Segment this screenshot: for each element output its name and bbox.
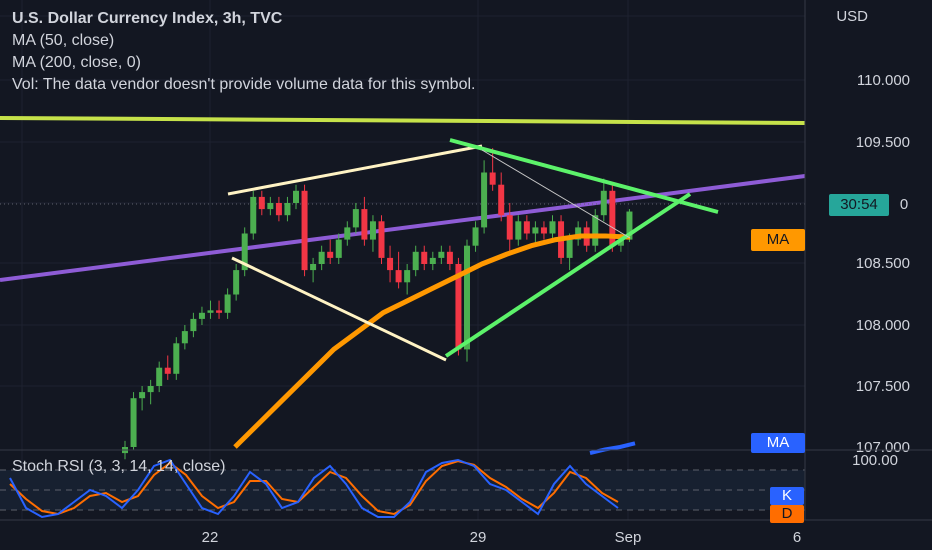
current-price-badge: 30:54 <box>829 194 889 216</box>
candle-body <box>617 239 624 246</box>
candle-body <box>250 196 257 234</box>
candle-body <box>566 239 573 258</box>
time-tick-label: 29 <box>470 529 487 546</box>
candle-body <box>378 221 385 258</box>
candle-body <box>156 367 163 386</box>
grid <box>0 0 805 520</box>
candle-body <box>293 190 299 203</box>
candle-body <box>327 251 334 258</box>
chart-legend: U.S. Dollar Currency Index, 3h, TVC MA (… <box>12 8 475 96</box>
stoch-tick-label: 100.00 <box>852 452 898 469</box>
candle-body <box>369 221 376 240</box>
candle-body <box>267 203 274 210</box>
upper-wedge-line <box>227 144 483 196</box>
candle-body <box>540 227 547 234</box>
thin-guide-line <box>481 149 631 239</box>
candle-body <box>455 264 462 350</box>
wedge-lines <box>227 138 719 362</box>
ma50-badge: MA <box>751 229 805 251</box>
volume-label[interactable]: Vol: The data vendor doesn't provide vol… <box>12 76 476 93</box>
candle-body <box>164 367 171 374</box>
candle-body <box>387 257 394 271</box>
candle-body <box>481 172 488 228</box>
candle-body <box>207 310 214 313</box>
candle-body <box>575 227 582 240</box>
ma200-line <box>589 441 636 456</box>
candle-body <box>173 343 180 374</box>
stoch-rsi-label[interactable]: Stoch RSI (3, 3, 14, 14, close) <box>12 458 226 475</box>
candle-body <box>412 251 419 271</box>
price-tick-label: 108.500 <box>856 255 910 272</box>
candle-body <box>464 245 470 350</box>
price-tick-label: 107.500 <box>856 378 910 395</box>
candle-body <box>258 196 265 210</box>
candle-body <box>498 184 505 216</box>
candle-body <box>429 257 436 264</box>
ma200-badge: MA <box>751 433 805 453</box>
candle-body <box>421 251 428 264</box>
symbol-title[interactable]: U.S. Dollar Currency Index, 3h, TVC <box>12 10 283 27</box>
price-tick-label: 108.000 <box>856 317 910 334</box>
candle-body <box>198 312 205 319</box>
candle-body <box>609 190 616 246</box>
rising-trend-line <box>0 174 806 282</box>
candle-body <box>626 211 633 240</box>
candle-body <box>515 221 522 240</box>
candle-body <box>241 233 248 271</box>
candle-body <box>233 270 240 295</box>
currency-label: USD <box>836 8 868 25</box>
ma50-label[interactable]: MA (50, close) <box>12 32 115 49</box>
price-tick-label: 109.500 <box>856 134 910 151</box>
ascending-support-line <box>444 192 692 358</box>
candle-body <box>549 221 556 234</box>
descending-resistance-line <box>449 138 719 214</box>
candle-body <box>181 331 188 344</box>
candle-body <box>361 209 368 240</box>
stoch-panel <box>0 458 805 519</box>
candle-body <box>592 215 599 246</box>
candle-body <box>532 227 539 234</box>
stoch-d-badge: D <box>770 505 804 523</box>
candle-body <box>139 392 146 399</box>
candle-body <box>301 190 308 271</box>
candle-body <box>344 227 351 240</box>
lower-wedge-line <box>231 256 447 362</box>
candle-body <box>284 203 291 216</box>
stoch-k-badge: K <box>770 487 804 505</box>
time-tick-label: 6 <box>793 529 801 546</box>
moving-averages <box>233 233 636 456</box>
candle-body <box>130 398 137 447</box>
candle-body <box>190 318 197 332</box>
price-tick-label: 110.000 <box>857 72 910 89</box>
candle-body <box>472 227 479 246</box>
candle-body <box>438 251 445 258</box>
stoch-k-line <box>9 458 619 519</box>
horizontal-resistance-line <box>0 116 806 125</box>
ma200-label[interactable]: MA (200, close, 0) <box>12 54 141 71</box>
ma50-line <box>233 233 631 449</box>
candle-body <box>335 239 342 258</box>
candle-body <box>310 264 317 271</box>
candle-body <box>395 270 402 283</box>
candle-body <box>147 386 154 393</box>
candle-body <box>506 215 513 240</box>
candle-body <box>523 221 530 234</box>
candle-body <box>275 203 282 216</box>
candle-body <box>352 209 359 228</box>
trend-lines <box>0 116 806 282</box>
candle-body <box>489 172 496 185</box>
stoch-d-line <box>9 460 619 516</box>
candle-body <box>600 190 607 216</box>
candle-body <box>446 251 453 264</box>
price-tick-label: 107.000 <box>856 439 910 456</box>
candle-body <box>216 310 223 313</box>
candle-body <box>318 251 325 264</box>
candle-body <box>224 294 231 313</box>
time-tick-label: 22 <box>202 529 219 546</box>
candle-body <box>404 270 411 283</box>
price-axis-suffix: 0 <box>899 196 909 213</box>
time-tick-label: Sep <box>615 529 642 546</box>
